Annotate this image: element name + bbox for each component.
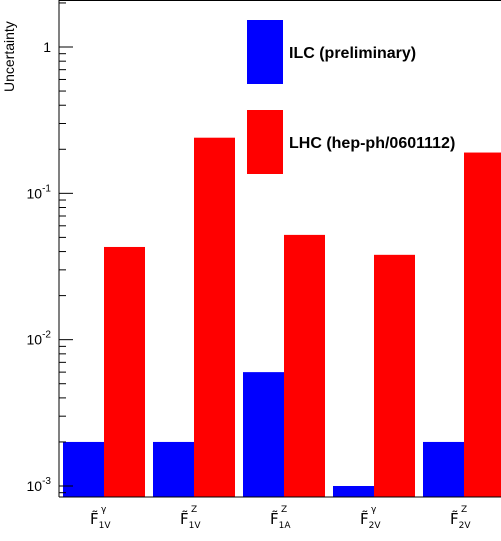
bars-group: [63, 137, 501, 498]
x-category-label-5: F̃2V: [450, 509, 471, 531]
x-category-superscript-2: Z: [191, 505, 197, 515]
y-tick-label: 1: [43, 39, 51, 55]
x-category-superscript-5: Z: [461, 505, 467, 515]
legend-label-2: LHC (hep-ph/0601112): [289, 135, 455, 152]
y-tick-label: 10-1: [27, 183, 52, 201]
x-category-label-1: F̃1V: [90, 509, 111, 531]
ilc-bar-1: [63, 441, 104, 497]
y-tick-base: 10: [27, 185, 43, 201]
y-tick-base: 10: [27, 478, 43, 494]
y-tick-base: 10: [27, 332, 43, 348]
y-tick-label: 10-3: [27, 476, 52, 494]
y-tick-base: 1: [43, 39, 51, 55]
legend: ILC (preliminary) LHC (hep-ph/0601112): [247, 20, 455, 174]
lhc-bar-2: [194, 137, 235, 498]
lhc-bar-4: [374, 254, 415, 497]
y-tick-exponent: -1: [42, 183, 51, 194]
y-axis-label: Uncertainty: [1, 21, 17, 92]
lhc-bar-1: [104, 246, 145, 497]
legend-label-1: ILC (preliminary): [289, 45, 416, 62]
lhc-bar-3: [284, 234, 325, 497]
x-category-label-4: F̃2V: [360, 509, 381, 531]
y-tick-exponent: -2: [42, 330, 51, 341]
ilc-bar-3: [243, 372, 284, 497]
x-category-label-2: F̃1V: [180, 509, 201, 531]
x-category-superscript-1: γ: [101, 505, 107, 515]
legend-swatch-1: [247, 20, 283, 84]
y-axis-ticks: 110-110-210-3: [27, 2, 73, 494]
x-category-superscript-3: Z: [281, 505, 287, 515]
y-tick-label: 10-2: [27, 330, 52, 348]
ilc-bar-5: [423, 441, 464, 497]
x-category-label-3: F̃1A: [270, 509, 291, 531]
legend-swatch-2: [247, 110, 283, 174]
x-category-superscript-4: γ: [371, 505, 377, 515]
ilc-bar-2: [153, 441, 194, 497]
lhc-bar-5: [464, 152, 501, 497]
x-axis-labels: F̃1Vγ F̃1VZ F̃1AZ F̃2Vγ F̃2VZ: [90, 505, 471, 531]
y-tick-exponent: -3: [42, 476, 51, 487]
plot-frame: [58, 0, 501, 498]
ilc-bar-4: [333, 486, 374, 497]
